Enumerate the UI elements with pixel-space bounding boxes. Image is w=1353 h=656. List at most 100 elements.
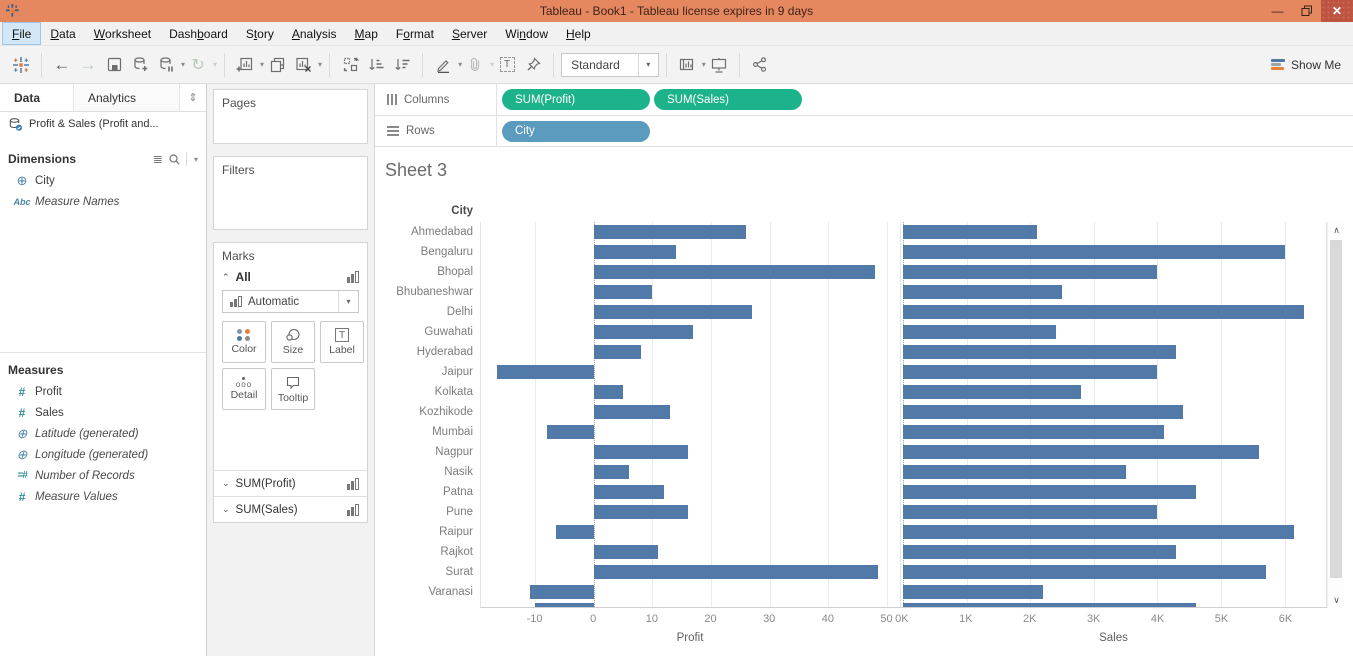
show-me-button[interactable]: Show Me — [1270, 58, 1345, 72]
sales-bar-nagpur[interactable] — [902, 445, 1260, 459]
marks-card-sum-profit[interactable]: ⌄ SUM(Profit) — [214, 470, 367, 496]
tooltip-button[interactable]: Tooltip — [271, 368, 315, 410]
run-auto-updates-dropdown[interactable]: ▾ — [213, 60, 218, 69]
close-button[interactable]: ✕ — [1321, 0, 1353, 22]
profit-bar-pune[interactable] — [593, 505, 688, 519]
row-label[interactable]: Varanasi — [428, 586, 473, 598]
row-label[interactable]: Raipur — [439, 526, 473, 538]
new-worksheet-button[interactable] — [233, 51, 257, 79]
field-number-of-records[interactable]: =# Number of Records — [0, 465, 206, 486]
find-field-icon[interactable] — [168, 153, 181, 166]
row-label[interactable]: Bhubaneshwar — [396, 286, 473, 298]
group-members-dropdown[interactable]: ▾ — [490, 60, 495, 69]
pause-auto-updates-button[interactable] — [154, 51, 178, 79]
profit-bar-guwahati[interactable] — [593, 325, 694, 339]
profit-bar-ahmedabad[interactable] — [593, 225, 747, 239]
mark-type-dropdown[interactable]: Automatic ▾ — [222, 290, 359, 313]
profit-bar-bengaluru[interactable] — [593, 245, 676, 259]
profit-bar-rajkot[interactable] — [593, 545, 659, 559]
row-label[interactable]: Rajkot — [440, 546, 473, 558]
share-workbook-button[interactable] — [748, 51, 772, 79]
restore-button[interactable] — [1292, 0, 1321, 22]
profit-bar-partial-row[interactable] — [535, 603, 594, 607]
sales-bar-rajkot[interactable] — [902, 545, 1177, 559]
show-hide-cards-button[interactable] — [675, 51, 699, 79]
collapse-icon[interactable]: ⌃ — [222, 271, 230, 282]
show-hide-cards-dropdown[interactable]: ▾ — [701, 60, 706, 69]
row-label[interactable]: Mumbai — [432, 426, 473, 438]
clear-sheet-button[interactable] — [291, 51, 315, 79]
sales-bar-raipur[interactable] — [902, 525, 1295, 539]
scrollbar-thumb[interactable] — [1330, 240, 1342, 578]
sales-bar-bhopal[interactable] — [902, 265, 1158, 279]
row-label[interactable]: Patna — [442, 486, 473, 498]
expand-icon[interactable]: ⌄ — [222, 478, 230, 488]
columns-pill-sum-sales-[interactable]: SUM(Sales) — [654, 89, 802, 110]
profit-bar-delhi[interactable] — [593, 305, 752, 319]
fix-axes-button[interactable] — [521, 51, 545, 79]
row-label[interactable]: Nasik — [444, 466, 473, 478]
new-data-source-button[interactable] — [128, 51, 152, 79]
columns-shelf[interactable]: Columns SUM(Profit) SUM(Sales) — [375, 84, 1353, 116]
sales-bar-varanasi[interactable] — [902, 585, 1043, 599]
field-profit[interactable]: # Profit — [0, 381, 206, 402]
row-label[interactable]: Kolkata — [434, 386, 473, 398]
marks-all-row[interactable]: ⌃ All — [214, 267, 367, 287]
pause-auto-updates-dropdown[interactable]: ▾ — [181, 60, 186, 69]
label-button[interactable]: T Label — [320, 321, 364, 363]
highlight-button[interactable] — [431, 51, 455, 79]
presentation-mode-button[interactable] — [707, 51, 731, 79]
sales-bar-kolkata[interactable] — [902, 385, 1082, 399]
size-button[interactable]: Size — [271, 321, 315, 363]
scroll-up-icon[interactable]: ∧ — [1333, 224, 1340, 235]
menu-item-window[interactable]: Wi n dow — [505, 26, 548, 41]
menu-item-dashboard[interactable]: Dash b oard — [169, 26, 228, 41]
profit-bar-surat[interactable] — [593, 565, 878, 579]
field-sales[interactable]: # Sales — [0, 402, 206, 423]
field-city[interactable]: ⊕ City — [0, 170, 206, 191]
mark-type-caret[interactable]: ▾ — [338, 291, 358, 312]
show-mark-labels-button[interactable]: T — [495, 51, 519, 79]
view-as-list-icon[interactable]: ≣ — [152, 152, 163, 166]
sales-bar-mumbai[interactable] — [902, 425, 1164, 439]
row-label[interactable]: Nagpur — [435, 446, 473, 458]
fit-selector-caret[interactable]: ▾ — [637, 53, 658, 76]
rows-pill-city[interactable]: City — [502, 120, 650, 142]
save-button[interactable] — [102, 51, 126, 79]
profit-bar-kozhikode[interactable] — [593, 405, 670, 419]
profit-bar-kolkata[interactable] — [593, 385, 624, 399]
highlight-dropdown[interactable]: ▾ — [458, 60, 463, 69]
field-measure-names[interactable]: Abc Measure Names — [0, 191, 206, 212]
datasource-item[interactable]: Profit & Sales (Profit and... — [0, 112, 206, 136]
profit-bar-nagpur[interactable] — [593, 445, 688, 459]
row-label[interactable]: Hyderabad — [416, 346, 473, 358]
profit-bar-jaipur[interactable] — [497, 365, 594, 379]
marks-card-sum-sales[interactable]: ⌄ SUM(Sales) — [214, 496, 367, 522]
profit-bar-patna[interactable] — [593, 485, 665, 499]
scroll-down-icon[interactable]: ∨ — [1333, 594, 1340, 605]
sales-bar-kozhikode[interactable] — [902, 405, 1183, 419]
columns-pill-sum-profit-[interactable]: SUM(Profit) — [502, 89, 650, 110]
row-label[interactable]: Delhi — [446, 306, 473, 318]
detail-button[interactable]: ooo Detail — [222, 368, 266, 410]
row-field-header[interactable]: City — [451, 205, 473, 217]
pane-swap-icon[interactable]: ⇕ — [188, 92, 198, 104]
rows-shelf[interactable]: Rows City — [375, 116, 1353, 147]
sort-descending-button[interactable] — [390, 51, 414, 79]
profit-bar-nasik[interactable] — [593, 465, 630, 479]
sales-bar-nasik[interactable] — [902, 465, 1126, 479]
tableau-start-page-button[interactable] — [9, 51, 33, 79]
row-label[interactable]: Jaipur — [441, 366, 473, 378]
sales-bar-bhubaneshwar[interactable] — [902, 285, 1062, 299]
sales-bar-ahmedabad[interactable] — [902, 225, 1037, 239]
duplicate-sheet-button[interactable] — [265, 51, 289, 79]
dimensions-menu-caret[interactable]: ▾ — [193, 154, 198, 164]
new-worksheet-dropdown[interactable]: ▾ — [260, 60, 265, 69]
sales-bar-patna[interactable] — [902, 485, 1196, 499]
field-measure-values[interactable]: # Measure Values — [0, 486, 206, 507]
